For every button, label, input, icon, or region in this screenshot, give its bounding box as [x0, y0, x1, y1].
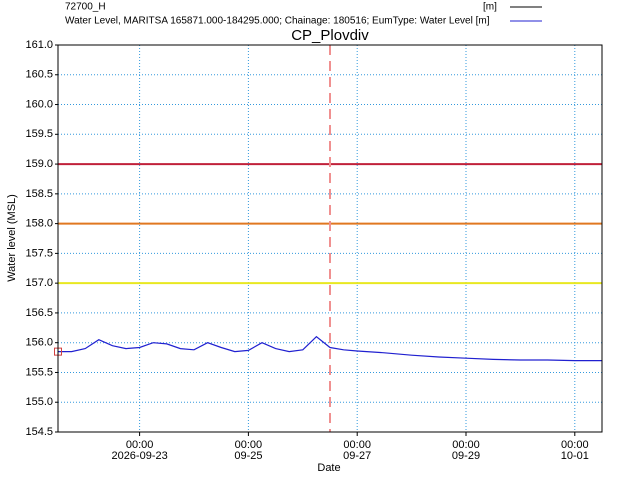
x-tick-label: 2026-09-23 [111, 450, 167, 462]
x-tick-label: 00:00 [561, 439, 589, 451]
x-tick-label: 09-25 [234, 450, 262, 462]
y-tick-label: 159.0 [25, 158, 53, 170]
y-tick-label: 161.0 [25, 39, 53, 51]
y-tick-label: 156.5 [25, 307, 53, 319]
y-tick-label: 159.5 [25, 128, 53, 140]
x-tick-label: 09-27 [343, 450, 371, 462]
x-tick-label: 00:00 [343, 439, 371, 451]
x-tick-label: 00:00 [452, 439, 480, 451]
y-tick-label: 160.0 [25, 98, 53, 110]
y-tick-label: 158.5 [25, 188, 53, 200]
x-tick-label: 09-29 [452, 450, 480, 462]
legend-label: 72700_H [65, 2, 106, 13]
series-line [58, 335, 602, 362]
y-tick-label: 157.0 [25, 277, 53, 289]
y-tick-label: 155.5 [25, 366, 53, 378]
x-tick-label: 10-01 [561, 450, 589, 462]
y-axis-label: Water level (MSL) [6, 194, 18, 282]
y-tick-label: 160.5 [25, 69, 53, 81]
legend-label: Water Level, MARITSA 165871.000-184295.0… [65, 16, 490, 27]
y-tick-label: 154.5 [25, 426, 53, 438]
y-tick-label: 155.0 [25, 396, 53, 408]
x-axis-label: Date [317, 462, 340, 474]
legend-unit: [m] [483, 2, 497, 13]
y-tick-label: 157.5 [25, 247, 53, 259]
x-tick-label: 00:00 [235, 439, 263, 451]
plot-frame [57, 44, 603, 433]
x-tick-label: 00:00 [126, 439, 154, 451]
y-tick-label: 158.0 [25, 218, 53, 230]
chart-title: CP_Plovdiv [291, 27, 369, 44]
y-tick-label: 156.0 [25, 337, 53, 349]
